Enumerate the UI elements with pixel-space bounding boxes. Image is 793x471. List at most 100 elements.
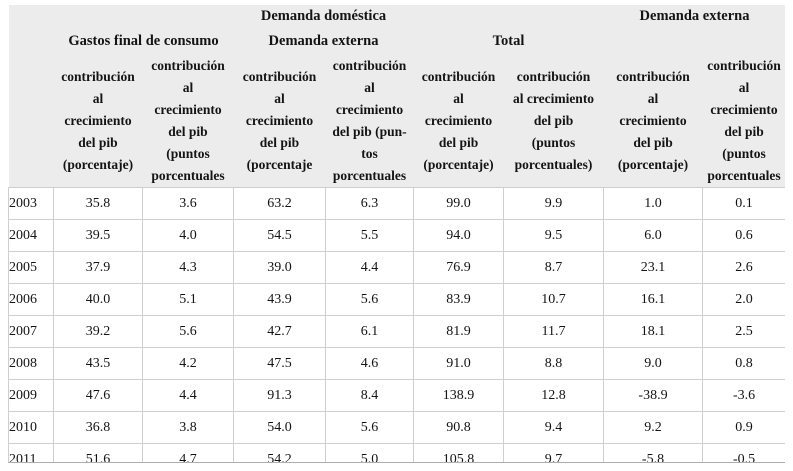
value-cell: 4.3 xyxy=(142,251,234,284)
value-cell: 91.3 xyxy=(233,379,326,412)
value-cell: 35.8 xyxy=(53,187,143,220)
value-cell: 39.2 xyxy=(53,315,143,348)
value-cell: 5.5 xyxy=(324,219,415,252)
value-cell: 2.0 xyxy=(702,283,785,316)
value-cell: 11.7 xyxy=(503,315,605,348)
group-header-demanda-domestica: Demanda doméstica xyxy=(233,5,414,28)
value-cell: 138.9 xyxy=(413,379,505,412)
value-cell: 4.7 xyxy=(142,443,234,462)
corner-cell xyxy=(8,28,54,55)
value-cell: 0.8 xyxy=(702,347,785,380)
group-header-empty xyxy=(413,5,604,28)
value-cell: 42.7 xyxy=(233,315,326,348)
value-cell: 54.0 xyxy=(233,411,326,444)
value-cell: 4.6 xyxy=(324,347,415,380)
value-cell: 2.6 xyxy=(702,251,785,284)
value-cell: 90.8 xyxy=(413,411,505,444)
corner-cell xyxy=(8,5,54,28)
corner-cell xyxy=(8,55,54,188)
value-cell: 76.9 xyxy=(413,251,505,284)
value-cell: 3.8 xyxy=(142,411,234,444)
value-cell: 40.0 xyxy=(53,283,143,316)
gdp-contributions-table-container: Demanda doméstica Demanda externa Gastos… xyxy=(8,5,785,463)
table-row-2006: 2006 40.0 5.1 43.9 5.6 83.9 10.7 16.1 2.… xyxy=(8,283,785,316)
value-cell: 5.1 xyxy=(142,283,234,316)
column-header-3: contribución al crecimiento del pib (por… xyxy=(233,55,326,188)
column-header-4: contribución al crecimiento del pib (pun… xyxy=(325,55,414,188)
value-cell: 54.2 xyxy=(233,443,326,462)
table-row-2007: 2007 39.2 5.6 42.7 6.1 81.9 11.7 18.1 2.… xyxy=(8,315,785,348)
value-cell: 51.6 xyxy=(53,443,143,462)
value-cell: 37.9 xyxy=(53,251,143,284)
gdp-contributions-table: Demanda doméstica Demanda externa Gastos… xyxy=(8,5,785,462)
value-cell: 9.9 xyxy=(503,187,605,220)
value-cell: 0.6 xyxy=(702,219,785,252)
year-cell: 2008 xyxy=(8,347,54,380)
year-cell: 2005 xyxy=(8,251,54,284)
column-header-8: contribución al crecimiento del pib (pun… xyxy=(702,55,785,188)
value-cell: 4.2 xyxy=(142,347,234,380)
value-cell: 4.4 xyxy=(142,379,234,412)
value-cell: 91.0 xyxy=(413,347,505,380)
value-cell: 9.7 xyxy=(503,443,605,462)
value-cell: 23.1 xyxy=(603,251,704,284)
table-row-2004: 2004 39.5 4.0 54.5 5.5 94.0 9.5 6.0 0.6 xyxy=(8,219,785,252)
value-cell: 94.0 xyxy=(413,219,505,252)
value-cell: 36.8 xyxy=(53,411,143,444)
value-cell: 9.5 xyxy=(503,219,605,252)
group-header-gastos-final-de-consumo: Gastos final de consumo xyxy=(53,28,234,55)
value-cell: 63.2 xyxy=(233,187,326,220)
group-header-demanda-externa-2: Demanda externa xyxy=(233,28,414,55)
table-row-2010: 2010 36.8 3.8 54.0 5.6 90.8 9.4 9.2 0.9 xyxy=(8,411,785,444)
year-cell: 2004 xyxy=(8,219,54,252)
value-cell: 105.8 xyxy=(413,443,505,462)
value-cell: 9.2 xyxy=(603,411,704,444)
value-cell: 12.8 xyxy=(503,379,605,412)
value-cell: 39.0 xyxy=(233,251,326,284)
value-cell: 47.6 xyxy=(53,379,143,412)
table-row-2005: 2005 37.9 4.3 39.0 4.4 76.9 8.7 23.1 2.6 xyxy=(8,251,785,284)
table-row-2009: 2009 47.6 4.4 91.3 8.4 138.9 12.8 -38.9 … xyxy=(8,379,785,412)
group-header-empty xyxy=(603,28,785,55)
table-row-2011: 2011 51.6 4.7 54.2 5.0 105.8 9.7 -5.8 -0… xyxy=(8,443,785,462)
group-header-empty xyxy=(53,5,234,28)
value-cell: 0.9 xyxy=(702,411,785,444)
value-cell: 8.7 xyxy=(503,251,605,284)
column-header-row: contribución al crecimiento del pib (por… xyxy=(8,55,785,188)
value-cell: 6.0 xyxy=(603,219,704,252)
group-header-row-2: Gastos final de consumo Demanda externa … xyxy=(8,28,785,55)
column-header-6: contribución al crecimiento del pib (pun… xyxy=(503,55,604,188)
value-cell: -38.9 xyxy=(603,379,704,412)
year-cell: 2006 xyxy=(8,283,54,316)
year-cell: 2003 xyxy=(8,187,54,220)
year-cell: 2007 xyxy=(8,315,54,348)
value-cell: -5.8 xyxy=(603,443,704,462)
value-cell: 5.6 xyxy=(142,315,234,348)
value-cell: 3.6 xyxy=(142,187,234,220)
year-cell: 2011 xyxy=(8,443,54,462)
column-header-1: contribución al crecimiento del pib (por… xyxy=(53,55,143,188)
value-cell: 43.9 xyxy=(233,283,326,316)
value-cell: 99.0 xyxy=(413,187,505,220)
group-header-row-1: Demanda doméstica Demanda externa xyxy=(8,5,785,28)
value-cell: -3.6 xyxy=(702,379,785,412)
value-cell: 4.4 xyxy=(324,251,415,284)
value-cell: 39.5 xyxy=(53,219,143,252)
value-cell: 6.1 xyxy=(324,315,415,348)
value-cell: 10.7 xyxy=(503,283,605,316)
group-header-demanda-externa: Demanda externa xyxy=(603,5,785,28)
column-header-7: contribución al crecimiento del pib (por… xyxy=(603,55,703,188)
column-header-2: contribución al crecimiento del pib (pun… xyxy=(142,55,234,188)
value-cell: 5.0 xyxy=(324,443,415,462)
value-cell: 9.0 xyxy=(603,347,704,380)
table-row-2008: 2008 43.5 4.2 47.5 4.6 91.0 8.8 9.0 0.8 xyxy=(8,347,785,380)
value-cell: 18.1 xyxy=(603,315,704,348)
table-row-2003: 2003 35.8 3.6 63.2 6.3 99.0 9.9 1.0 0.1 xyxy=(8,187,785,220)
value-cell: -0.5 xyxy=(702,443,785,462)
value-cell: 47.5 xyxy=(233,347,326,380)
value-cell: 54.5 xyxy=(233,219,326,252)
value-cell: 83.9 xyxy=(413,283,505,316)
value-cell: 6.3 xyxy=(324,187,415,220)
year-cell: 2010 xyxy=(8,411,54,444)
value-cell: 5.6 xyxy=(324,283,415,316)
